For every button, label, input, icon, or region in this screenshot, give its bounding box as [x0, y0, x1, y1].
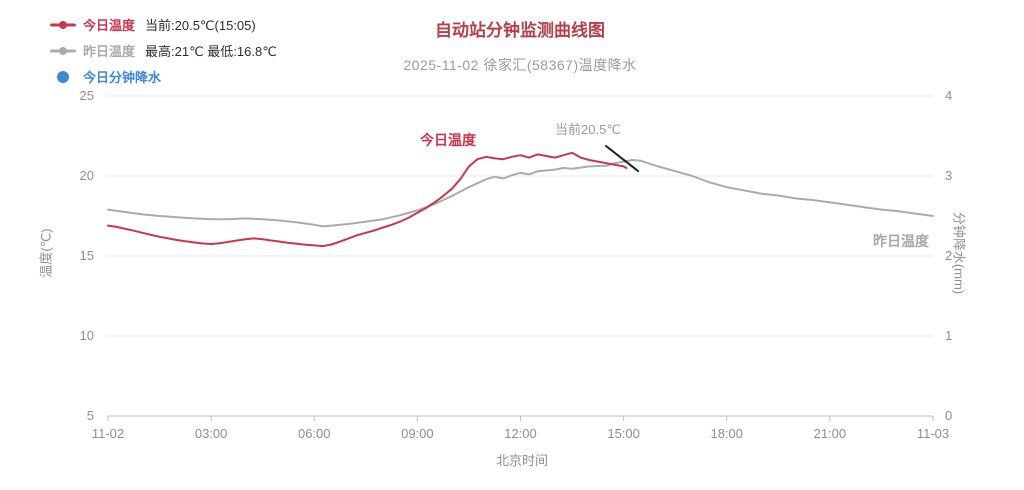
- y-left-tick-label: 10: [80, 328, 94, 343]
- y-left-tick-label: 25: [80, 88, 94, 103]
- chart-subtitle: 2025-11-02 徐家汇(58367)温度降水: [403, 57, 637, 73]
- x-tick-label: 15:00: [607, 426, 640, 441]
- y-right-tick-label: 4: [945, 88, 952, 103]
- legend-info-high-low-temp: 最高:21℃ 最低:16.8℃: [145, 44, 277, 59]
- x-tick-label: 21:00: [814, 426, 847, 441]
- y-axis-left-title: 温度(℃): [38, 228, 54, 278]
- line-yesterday-temperature[interactable]: [107, 159, 934, 228]
- x-tick-label: 03:00: [195, 426, 228, 441]
- x-axis-title: 北京时间: [495, 453, 549, 468]
- y-right-tick-label: 1: [945, 328, 952, 343]
- x-tick-label: 06:00: [298, 426, 331, 441]
- legend-info-current-temp: 当前:20.5℃(15:05): [145, 18, 256, 33]
- y-right-tick-label: 2: [945, 248, 952, 263]
- x-tick-label: 18:00: [710, 426, 743, 441]
- current-value-annotation: 当前20.5℃: [555, 122, 621, 137]
- y-right-tick-label: 3: [945, 168, 952, 183]
- line-today-temperature[interactable]: [107, 151, 628, 248]
- legend-item-today-temp[interactable]: 今日温度 当前:20.5℃(15:05): [50, 15, 277, 34]
- yesterday-temp-line-marker-icon: [50, 45, 76, 57]
- x-tick-label: 09:00: [401, 426, 434, 441]
- y-left-tick-label: 5: [87, 408, 94, 423]
- y-left-tick-label: 15: [80, 248, 94, 263]
- current-value-pointer: [605, 145, 639, 172]
- today-curve-annotation: 今日温度: [420, 132, 476, 148]
- x-tick-label: 12:00: [504, 426, 537, 441]
- legend: 今日温度 当前:20.5℃(15:05) 昨日温度 最高:21℃ 最低:16.8…: [50, 15, 277, 86]
- y-left-tick-label: 20: [80, 168, 94, 183]
- legend-item-yesterday-temp[interactable]: 昨日温度 最高:21℃ 最低:16.8℃: [50, 41, 277, 60]
- legend-label-yesterday-temp: 昨日温度: [83, 44, 136, 59]
- page-title: 自动站分钟监测曲线图: [435, 21, 605, 40]
- legend-label-today-temp: 今日温度: [83, 18, 136, 33]
- legend-item-today-precip[interactable]: 今日分钟降水: [50, 67, 277, 86]
- precip-dot-marker-icon: [50, 70, 76, 83]
- yesterday-curve-annotation: 昨日温度: [873, 233, 929, 249]
- y-right-tick-label: 0: [945, 408, 952, 423]
- x-tick-label: 11-02: [92, 426, 124, 441]
- y-axis-right-title: 分钟降水(mm): [951, 211, 967, 295]
- legend-label-today-precip: 今日分钟降水: [83, 70, 162, 85]
- today-temp-line-marker-icon: [50, 19, 76, 31]
- x-tick-label: 11-03: [917, 426, 949, 441]
